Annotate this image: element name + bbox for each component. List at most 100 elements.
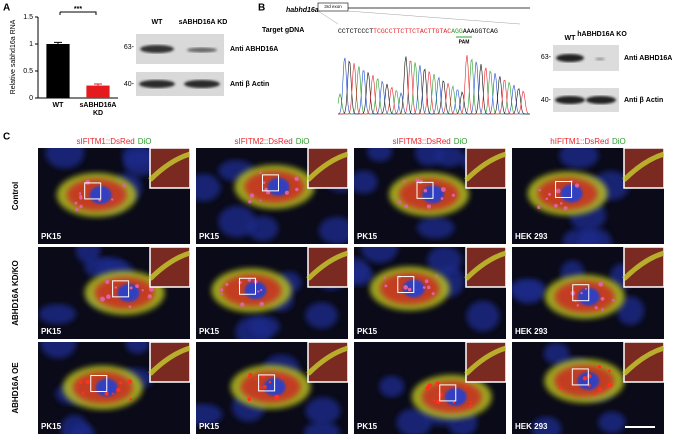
- construct: sIFITM3::DsRed: [392, 137, 450, 146]
- error-bar: [54, 41, 62, 44]
- cell-line: PK15: [357, 232, 378, 241]
- blot-band: [187, 47, 217, 53]
- nucleus: [360, 247, 399, 264]
- cell-line: HEK 293: [515, 232, 548, 241]
- puncta: [75, 207, 79, 212]
- nucleus: [531, 416, 562, 434]
- puncta: [240, 302, 245, 307]
- puncta: [427, 285, 431, 290]
- image: PK15: [38, 148, 190, 244]
- puncta: [249, 193, 255, 199]
- image: PK15: [38, 247, 190, 339]
- roi-box: [84, 182, 102, 200]
- marker: 40-: [541, 97, 552, 104]
- sequence-part: TCGCCTTCTTCTACTTGTAC: [373, 28, 451, 35]
- image: PK15: [38, 342, 190, 434]
- micrograph: PK15: [196, 247, 348, 339]
- puncta: [265, 190, 271, 195]
- cell-line: PK15: [357, 327, 378, 336]
- puncta: [106, 294, 111, 300]
- inset-structure: [464, 151, 506, 182]
- puncta: [598, 281, 604, 287]
- puncta: [383, 276, 386, 280]
- puncta: [415, 178, 420, 183]
- puncta: [422, 286, 426, 289]
- puncta: [149, 286, 154, 292]
- nucleus: [318, 216, 348, 244]
- dye: DiO: [138, 137, 152, 146]
- nucleus: [427, 247, 462, 275]
- cell-line: PK15: [199, 422, 220, 431]
- puncta: [464, 385, 467, 388]
- image: PK15: [354, 247, 506, 339]
- x-tick-label: sABHD16A KD: [80, 102, 117, 117]
- cell-line: PK15: [199, 232, 220, 241]
- puncta: [128, 305, 132, 309]
- dye: DiO: [454, 137, 468, 146]
- puncta: [274, 394, 280, 400]
- puncta: [402, 180, 406, 183]
- puncta: [553, 203, 558, 208]
- sequence: CCTCTCCCTTCGCCTTCTTCTACTTGTACAGGAAAGGTCA…: [338, 28, 498, 35]
- construct: hIFITM1::DsRed: [550, 137, 609, 146]
- puncta: [85, 379, 91, 385]
- nucleus: [70, 423, 95, 434]
- puncta: [431, 292, 435, 296]
- puncta: [284, 190, 289, 195]
- puncta: [612, 299, 615, 302]
- image: PK15: [196, 342, 348, 434]
- puncta: [111, 392, 114, 395]
- puncta: [259, 301, 265, 307]
- inset-structure: [622, 250, 664, 281]
- nucleus: [248, 315, 280, 337]
- nucleus: [559, 148, 599, 169]
- nucleus: [196, 403, 223, 426]
- micrograph: HEK 293: [512, 247, 664, 339]
- nucleus: [466, 300, 500, 332]
- inset-structure: [622, 345, 664, 376]
- puncta: [538, 188, 541, 192]
- micrograph: HEK 293: [512, 342, 664, 434]
- lane-label: hABHD16A KO: [577, 31, 627, 38]
- puncta: [262, 385, 267, 389]
- puncta: [576, 304, 580, 307]
- zoom-line: [317, 10, 521, 25]
- puncta: [435, 381, 440, 386]
- cell-line: PK15: [357, 422, 378, 431]
- puncta: [404, 204, 409, 209]
- y-tick-label: 1.5: [23, 14, 33, 21]
- nucleus: [40, 342, 77, 359]
- puncta: [548, 192, 552, 196]
- row-label: Control: [11, 182, 20, 210]
- construct: sIFITM1::DsRed: [76, 137, 134, 146]
- nucleus: [396, 408, 433, 434]
- sequence-part: CCTCTCCCT: [338, 28, 373, 35]
- nucleus: [433, 148, 465, 167]
- image: PK15: [354, 342, 506, 434]
- puncta: [105, 279, 110, 284]
- nucleus: [303, 421, 341, 434]
- puncta: [423, 188, 428, 193]
- panel-label: C: [3, 132, 10, 143]
- row-label: ABHD16A KD/KO: [11, 260, 20, 326]
- nucleus: [38, 303, 77, 325]
- micrograph: PK15: [38, 247, 190, 339]
- puncta: [432, 399, 436, 402]
- roi-box: [572, 284, 590, 302]
- puncta: [438, 392, 443, 398]
- blot-band: [586, 96, 616, 104]
- puncta: [122, 183, 126, 188]
- puncta: [608, 369, 611, 373]
- puncta: [81, 391, 85, 395]
- row-label: ABHD16A OE: [11, 362, 20, 414]
- marker: 63-: [541, 54, 552, 61]
- dye: DiO: [612, 137, 626, 146]
- error-bar: [94, 83, 102, 86]
- puncta: [598, 387, 603, 392]
- puncta: [259, 386, 262, 389]
- lane-label: WT: [152, 19, 164, 26]
- inset-structure: [306, 151, 348, 182]
- puncta: [220, 292, 223, 296]
- marker: 40-: [124, 81, 135, 88]
- puncta: [129, 286, 133, 290]
